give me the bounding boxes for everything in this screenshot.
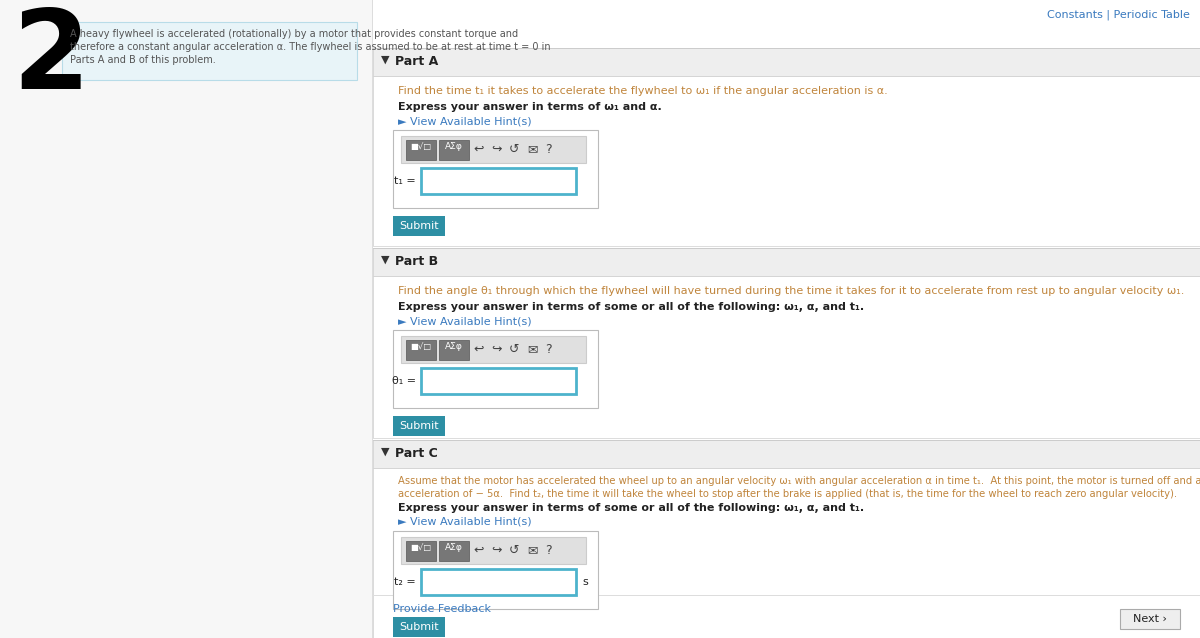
Text: Submit: Submit xyxy=(400,221,439,231)
Text: Express your answer in terms of ω₁ and α.: Express your answer in terms of ω₁ and α… xyxy=(398,102,661,112)
Bar xyxy=(401,336,586,363)
Bar xyxy=(373,248,1200,276)
Bar xyxy=(0,0,373,638)
Text: AΣφ: AΣφ xyxy=(445,142,463,151)
Bar xyxy=(62,22,358,80)
Text: Submit: Submit xyxy=(400,622,439,632)
Bar xyxy=(401,537,586,564)
Text: Assume that the motor has accelerated the wheel up to an angular velocity ω₁ wit: Assume that the motor has accelerated th… xyxy=(398,476,1200,486)
Text: acceleration of − 5α.  Find t₂, the time it will take the wheel to stop after th: acceleration of − 5α. Find t₂, the time … xyxy=(398,489,1177,499)
Text: Provide Feedback: Provide Feedback xyxy=(394,604,491,614)
Text: Express your answer in terms of some or all of the following: ω₁, α, and t₁.: Express your answer in terms of some or … xyxy=(398,302,864,312)
Bar xyxy=(421,569,576,595)
Bar xyxy=(373,440,1200,441)
Text: ✉: ✉ xyxy=(527,143,538,156)
Text: θ₁ =: θ₁ = xyxy=(392,376,416,386)
Bar xyxy=(394,216,445,236)
Text: ↺: ↺ xyxy=(509,343,520,356)
Text: s: s xyxy=(582,577,588,587)
Text: Submit: Submit xyxy=(400,421,439,431)
Text: ■√□: ■√□ xyxy=(410,543,432,552)
Text: therefore a constant angular acceleration α. The flywheel is assumed to be at re: therefore a constant angular acceleratio… xyxy=(70,42,551,52)
Bar xyxy=(406,340,436,360)
Text: Find the time t₁ it takes to accelerate the flywheel to ω₁ if the angular accele: Find the time t₁ it takes to accelerate … xyxy=(398,86,888,96)
Bar xyxy=(421,368,576,394)
Bar xyxy=(439,340,469,360)
Bar xyxy=(1120,609,1180,629)
Text: Parts A and B of this problem.: Parts A and B of this problem. xyxy=(70,55,216,65)
Text: A heavy flywheel is accelerated (rotationally) by a motor that provides constant: A heavy flywheel is accelerated (rotatio… xyxy=(70,29,518,39)
Text: ↺: ↺ xyxy=(509,143,520,156)
Bar xyxy=(373,76,1200,246)
Bar xyxy=(373,595,1200,596)
Text: Part C: Part C xyxy=(395,447,438,460)
Text: t₁ =: t₁ = xyxy=(395,176,416,186)
Text: Express your answer in terms of some or all of the following: ω₁, α, and t₁.: Express your answer in terms of some or … xyxy=(398,503,864,513)
Bar xyxy=(373,440,1200,468)
Text: ↪: ↪ xyxy=(491,343,502,356)
Text: ↩: ↩ xyxy=(473,544,484,557)
Text: ► View Available Hint(s): ► View Available Hint(s) xyxy=(398,116,532,126)
Text: ► View Available Hint(s): ► View Available Hint(s) xyxy=(398,316,532,326)
Text: Part B: Part B xyxy=(395,255,438,268)
Bar xyxy=(401,136,586,163)
Text: ?: ? xyxy=(545,143,552,156)
Text: ↪: ↪ xyxy=(491,143,502,156)
Bar xyxy=(394,531,598,609)
Bar xyxy=(406,140,436,160)
Text: ✉: ✉ xyxy=(527,343,538,356)
Text: Constants | Periodic Table: Constants | Periodic Table xyxy=(1048,10,1190,20)
Text: ▼: ▼ xyxy=(382,447,390,457)
Text: ↪: ↪ xyxy=(491,544,502,557)
Bar xyxy=(373,276,1200,438)
Text: Next ›: Next › xyxy=(1133,614,1166,624)
Text: ↺: ↺ xyxy=(509,544,520,557)
Bar xyxy=(439,140,469,160)
Bar xyxy=(373,438,1200,439)
Bar xyxy=(373,468,1200,638)
Text: ► View Available Hint(s): ► View Available Hint(s) xyxy=(398,517,532,527)
Bar xyxy=(394,617,445,637)
Bar xyxy=(373,48,1200,76)
Bar xyxy=(394,330,598,408)
Bar xyxy=(394,416,445,436)
Text: Find the angle θ₁ through which the flywheel will have turned during the time it: Find the angle θ₁ through which the flyw… xyxy=(398,286,1184,296)
Bar xyxy=(373,246,1200,247)
Bar xyxy=(373,248,1200,249)
Bar xyxy=(421,168,576,194)
Bar xyxy=(406,541,436,561)
Text: ▼: ▼ xyxy=(382,55,390,65)
Text: ▼: ▼ xyxy=(382,255,390,265)
Text: ■√□: ■√□ xyxy=(410,342,432,351)
Text: ✉: ✉ xyxy=(527,544,538,557)
Text: ?: ? xyxy=(545,343,552,356)
Text: 2: 2 xyxy=(12,5,89,112)
Bar xyxy=(394,130,598,208)
Text: ↩: ↩ xyxy=(473,343,484,356)
Text: t₂ =: t₂ = xyxy=(395,577,416,587)
Text: ?: ? xyxy=(545,544,552,557)
Text: AΣφ: AΣφ xyxy=(445,543,463,552)
Bar xyxy=(373,48,1200,49)
Text: ↩: ↩ xyxy=(473,143,484,156)
Bar xyxy=(439,541,469,561)
Text: AΣφ: AΣφ xyxy=(445,342,463,351)
Text: ■√□: ■√□ xyxy=(410,142,432,151)
Text: Part A: Part A xyxy=(395,55,438,68)
Bar xyxy=(373,76,1200,246)
